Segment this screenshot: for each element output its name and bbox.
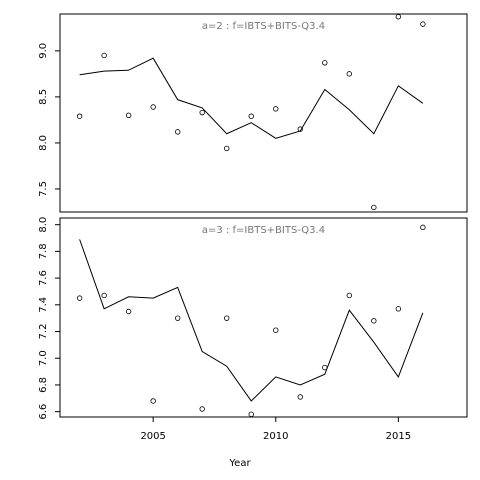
observed-point — [125, 112, 132, 118]
observed-point — [395, 14, 402, 20]
observed-point — [322, 60, 328, 66]
observed-point — [297, 394, 303, 400]
observed-point — [395, 306, 402, 312]
y-tick-label: 8.0 — [38, 135, 49, 151]
fitted-line — [79, 57, 424, 139]
observed-point — [174, 129, 181, 135]
y-tick-label: 6.6 — [38, 404, 49, 420]
y-tick-label: 7.8 — [38, 243, 49, 259]
x-tick-label: 2015 — [386, 431, 411, 442]
observed-point — [125, 308, 132, 315]
x-tick-label: 2010 — [263, 431, 288, 442]
fitted-line — [79, 239, 424, 402]
y-tick-label: 6.8 — [38, 377, 49, 393]
panel-title: a=2 : f=IBTS+BITS-Q3.4 — [202, 21, 325, 32]
x-axis: 2005 2010 2015 — [140, 417, 411, 442]
observed-point — [346, 292, 353, 299]
observed-point — [76, 113, 83, 119]
observed-point — [420, 224, 426, 231]
observed-point — [174, 315, 181, 321]
x-axis-label: Year — [228, 458, 251, 469]
y-tick-label: 7.6 — [38, 270, 49, 286]
observed-point — [420, 21, 426, 27]
y-tick-label: 7.0 — [38, 350, 49, 366]
observed-point — [199, 406, 205, 412]
observed-point — [224, 145, 230, 152]
panel-frame — [59, 217, 468, 418]
panel-title: a=3 : f=IBTS+BITS-Q3.4 — [202, 225, 325, 236]
panel-a2: a=2 : f=IBTS+BITS-Q3.4 7.5 8.0 8.5 9.0 — [38, 13, 468, 213]
observed-point — [273, 106, 279, 112]
observed-point — [297, 126, 303, 132]
y-tick-label: 7.2 — [38, 324, 49, 340]
observed-point — [322, 364, 328, 371]
observed-point — [199, 109, 205, 116]
y-tick-label: 7.4 — [38, 297, 49, 313]
observed-point — [150, 398, 156, 404]
panel-a3: a=3 : f=IBTS+BITS-Q3.4 6.6 6.8 7.0 7.2 7.4 7.6… — [38, 217, 468, 420]
observed-point — [248, 113, 254, 119]
observed-point — [248, 411, 254, 418]
observed-point — [371, 318, 377, 324]
observed-point — [371, 204, 377, 211]
observed-point — [101, 292, 107, 299]
observed-point — [273, 327, 279, 333]
observed-point — [150, 104, 156, 110]
x-tick-label: 2005 — [140, 431, 165, 442]
y-tick-label: 9.0 — [38, 43, 49, 59]
observed-point — [224, 315, 230, 321]
observed-point — [101, 52, 107, 59]
observed-point — [346, 71, 353, 77]
y-tick-label: 8.0 — [38, 217, 49, 233]
observed-point — [76, 295, 83, 301]
y-tick-label: 7.5 — [38, 181, 49, 197]
panel-frame — [59, 13, 468, 213]
y-tick-label: 8.5 — [38, 89, 49, 105]
